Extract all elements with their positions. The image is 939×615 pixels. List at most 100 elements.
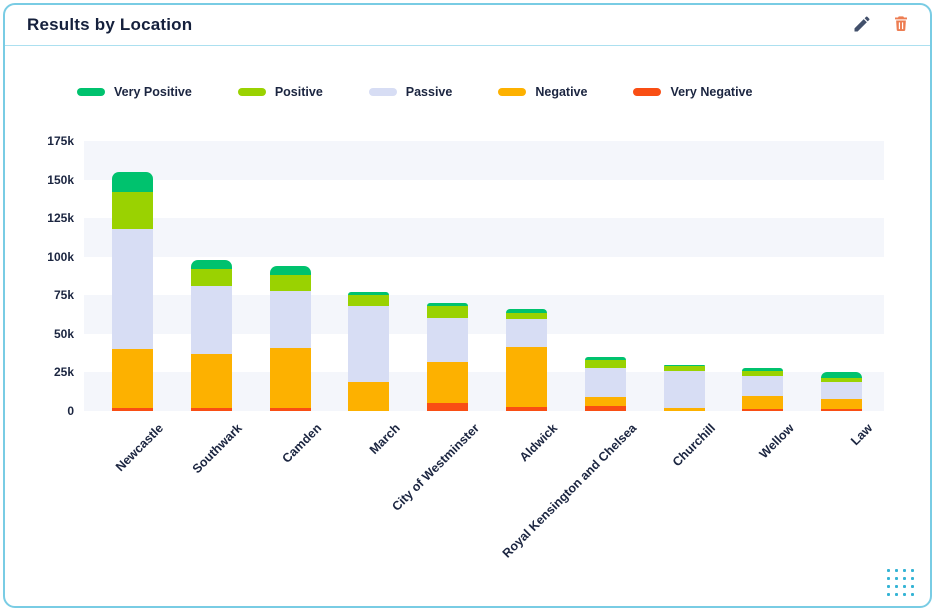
bar-segment[interactable]: [348, 306, 390, 382]
legend-swatch: [633, 88, 662, 96]
legend-swatch: [237, 88, 266, 96]
bar-segment[interactable]: [663, 366, 705, 371]
y-tick-label: 75k: [53, 288, 74, 303]
drag-dot: [911, 577, 914, 580]
drag-dot: [895, 585, 898, 588]
legend-swatch: [498, 88, 527, 96]
bar[interactable]: [190, 141, 232, 411]
bar-segment[interactable]: [269, 266, 311, 276]
bar-segment[interactable]: [821, 372, 863, 378]
bar-segment[interactable]: [269, 290, 311, 348]
bar[interactable]: [663, 141, 705, 411]
bar[interactable]: [112, 141, 153, 411]
legend-label: Very Negative: [670, 85, 753, 99]
bar-segment[interactable]: [506, 347, 547, 408]
bar[interactable]: [821, 141, 863, 411]
drag-handle[interactable]: [887, 569, 914, 596]
y-tick-label: 100k: [47, 249, 74, 264]
bar-segment[interactable]: [112, 191, 153, 229]
bar-segment[interactable]: [584, 406, 626, 411]
bar-segment[interactable]: [821, 382, 863, 399]
card-header: Results by Location: [5, 5, 930, 46]
drag-dot: [903, 569, 906, 572]
edit-button[interactable]: [850, 12, 874, 39]
bar[interactable]: [348, 141, 390, 411]
card-actions: [850, 12, 912, 39]
bar-segment[interactable]: [112, 349, 153, 408]
bar-segment[interactable]: [427, 303, 469, 307]
y-tick-label: 125k: [47, 211, 74, 226]
card-title: Results by Location: [27, 15, 193, 34]
legend-swatch: [77, 88, 105, 96]
bar[interactable]: [269, 141, 311, 411]
bar-segment[interactable]: [269, 275, 311, 291]
drag-dot: [903, 585, 906, 588]
bar[interactable]: [427, 141, 469, 411]
bar[interactable]: [742, 141, 784, 411]
bar[interactable]: [584, 141, 626, 411]
drag-dot: [903, 593, 906, 596]
bar-segment[interactable]: [190, 353, 232, 408]
drag-dot: [911, 585, 914, 588]
bar-segment[interactable]: [427, 306, 469, 319]
bar-segment[interactable]: [112, 171, 153, 192]
bar-segment[interactable]: [190, 269, 232, 287]
bar-segment[interactable]: [663, 407, 705, 411]
legend-item[interactable]: Positive: [237, 85, 323, 99]
drag-dot: [895, 569, 898, 572]
y-tick-label: 0: [67, 404, 74, 418]
bar-segment[interactable]: [427, 318, 469, 362]
legend-item[interactable]: Negative: [498, 85, 587, 99]
bar-segment[interactable]: [190, 407, 232, 411]
chart-legend: Very Positive Positive Passive Negative Very…: [77, 85, 752, 99]
bar-segment[interactable]: [427, 403, 469, 411]
bar-segment[interactable]: [506, 319, 547, 347]
bar-segment[interactable]: [506, 313, 547, 320]
grid-band: [84, 141, 884, 180]
drag-dot: [887, 593, 890, 596]
bar-segment[interactable]: [112, 407, 153, 411]
legend-label: Very Positive: [114, 85, 192, 99]
drag-dot: [895, 593, 898, 596]
bar-segment[interactable]: [742, 376, 784, 397]
grid-band: [84, 218, 884, 257]
bar-segment[interactable]: [269, 407, 311, 411]
bar-segment[interactable]: [427, 361, 469, 404]
drag-dot: [903, 577, 906, 580]
legend-item[interactable]: Passive: [368, 85, 453, 99]
legend-item[interactable]: Very Negative: [633, 85, 752, 99]
drag-dot: [887, 569, 890, 572]
bar-segment[interactable]: [348, 381, 390, 411]
bar-segment[interactable]: [506, 309, 547, 314]
bar-segment[interactable]: [506, 407, 547, 411]
pencil-icon: [852, 14, 872, 37]
bar-segment[interactable]: [348, 292, 390, 296]
bar-segment[interactable]: [663, 364, 705, 367]
legend-label: Passive: [405, 85, 453, 99]
bar-segment[interactable]: [112, 228, 153, 350]
legend-swatch: [368, 88, 397, 96]
delete-button[interactable]: [890, 12, 912, 38]
bar-segment[interactable]: [584, 357, 626, 361]
bar-segment[interactable]: [821, 377, 863, 383]
bar-segment[interactable]: [742, 409, 784, 411]
drag-dot: [895, 577, 898, 580]
bar-segment[interactable]: [663, 370, 705, 408]
bar-segment[interactable]: [742, 367, 784, 371]
legend-item[interactable]: Very Positive: [77, 85, 192, 99]
bar-segment[interactable]: [584, 367, 626, 398]
bar-segment[interactable]: [584, 360, 626, 368]
bar-segment[interactable]: [269, 347, 311, 408]
drag-dot: [911, 569, 914, 572]
y-tick-label: 150k: [47, 172, 74, 187]
bar-segment[interactable]: [821, 398, 863, 410]
bar-segment[interactable]: [190, 286, 232, 354]
bar[interactable]: [506, 141, 547, 411]
bar-segment[interactable]: [348, 295, 390, 307]
bar-segment[interactable]: [190, 259, 232, 270]
bar-segment[interactable]: [742, 370, 784, 377]
bar-segment[interactable]: [584, 397, 626, 407]
bar-segment[interactable]: [821, 409, 863, 411]
bar-segment[interactable]: [742, 396, 784, 410]
